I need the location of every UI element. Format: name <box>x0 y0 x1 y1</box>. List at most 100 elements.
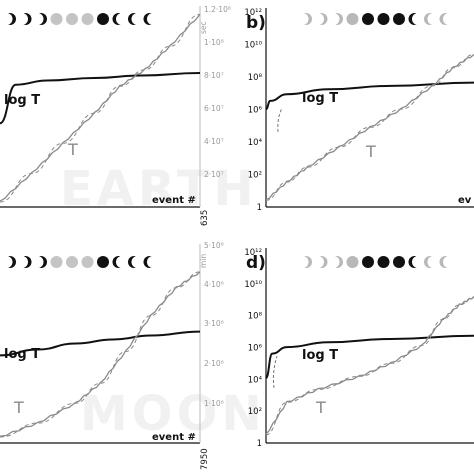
moon-first-quarter-icon <box>327 13 343 25</box>
left-tick-b-5: 10² <box>248 171 262 181</box>
x-end-a: 635 <box>200 210 210 226</box>
left-tick-b-4: 10⁴ <box>248 138 263 148</box>
dashed-start-d <box>272 355 278 389</box>
tick-a-4: 4·10⁷ <box>204 137 224 146</box>
left-tick-d-0: 10¹² <box>244 248 262 258</box>
tick-a-3: 6·10⁷ <box>204 104 224 113</box>
moon-phase-strip-b <box>296 13 455 25</box>
tick-c-3: 2·10⁶ <box>204 359 224 368</box>
moon-phase-strip-a <box>0 13 159 25</box>
moon-waning-gibbous-icon <box>97 256 109 268</box>
moon-waning-crescent-icon <box>143 256 159 268</box>
panel-c: MOON 5·10⁶ 4·10⁶ 3·10⁶ 2·10⁶ 1·10⁶ min e… <box>0 241 266 470</box>
moon-waxing-crescent-icon <box>0 13 16 25</box>
moon-waxing-crescent-icon <box>16 256 32 268</box>
moon-waning-gibbous-icon <box>393 256 405 268</box>
moon-full-icon <box>377 13 390 25</box>
series-t-b <box>265 53 474 201</box>
moon-waning-gibbous-icon <box>97 13 109 25</box>
moon-waxing-gibbous-icon <box>346 256 359 268</box>
x-end-c: 7950 <box>200 448 210 470</box>
series-log-t-c <box>0 330 201 357</box>
moon-first-quarter-icon <box>31 256 47 268</box>
left-ticks-b: 10¹² 10¹⁰ 10⁸ 10⁶ 10⁴ 10² 1 <box>244 8 262 213</box>
moon-first-quarter-icon <box>31 13 47 25</box>
label-t-c: T <box>13 398 24 417</box>
series-log-t-d <box>265 334 474 379</box>
tick-a-1: 1·10⁸ <box>204 38 224 47</box>
moon-waxing-gibbous-icon <box>50 13 63 25</box>
series-t-c <box>0 271 201 437</box>
watermark-moon: MOON <box>80 386 266 442</box>
moon-last-quarter-icon <box>408 13 424 25</box>
left-ticks-d: 10¹² 10¹⁰ 10⁸ 10⁶ 10⁴ 10² 1 <box>244 248 262 449</box>
moon-full-icon <box>81 13 94 25</box>
tick-a-0: 1.2·10⁸ <box>204 5 231 14</box>
panel-b: b) 10¹² 10¹⁰ 10⁸ 10⁶ 10⁴ 10² 1 ev log T T <box>244 8 474 213</box>
left-tick-d-6: 1 <box>257 439 262 449</box>
ylabel-min: min <box>199 254 208 268</box>
series-t-fit-a <box>0 13 201 203</box>
panel-d: d) 10¹² 10¹⁰ 10⁸ 10⁶ 10⁴ 10² 1 log T T <box>244 248 474 449</box>
left-tick-d-4: 10⁴ <box>248 375 263 385</box>
moon-waxing-crescent-icon <box>312 256 328 268</box>
moon-first-quarter-icon <box>327 256 343 268</box>
left-tick-d-1: 10¹⁰ <box>244 280 262 290</box>
series-log-t-b <box>265 81 474 111</box>
dashed-start-b <box>277 107 283 133</box>
moon-waxing-crescent-icon <box>296 256 312 268</box>
tick-a-5: 2·10⁷ <box>204 170 224 179</box>
label-t-d: T <box>315 398 326 417</box>
xlabel-a: event # <box>152 195 196 206</box>
moon-waxing-crescent-icon <box>0 256 16 268</box>
moon-phase-strip-d <box>296 256 455 268</box>
moon-waxing-crescent-icon <box>296 13 312 25</box>
left-tick-b-0: 10¹² <box>244 8 262 18</box>
moon-waning-crescent-icon <box>439 13 455 25</box>
left-tick-b-2: 10⁸ <box>248 73 263 83</box>
moon-waxing-gibbous-icon <box>346 13 359 25</box>
label-t-a: T <box>67 140 78 159</box>
panel-tag-b: b) <box>246 13 266 33</box>
tick-a-2: 8·10⁷ <box>204 71 224 80</box>
moon-full-icon <box>362 13 374 25</box>
left-tick-b-3: 10⁶ <box>248 106 263 116</box>
series-log-t-a <box>0 72 201 125</box>
label-t-b: T <box>365 142 376 161</box>
moon-waning-crescent-icon <box>424 13 440 25</box>
panel-a: EARTH 1.2·10⁸ 1·10⁸ 8·10⁷ 6·10⁷ 4·10⁷ 2·… <box>0 5 258 226</box>
left-tick-d-3: 10⁶ <box>248 344 263 354</box>
moon-waning-crescent-icon <box>439 256 455 268</box>
panel-tag-d: d) <box>246 253 266 273</box>
moon-last-quarter-icon <box>408 256 424 268</box>
moon-full-icon <box>362 256 374 268</box>
ylabel-sec: sec <box>199 21 208 34</box>
watermark-earth: EARTH <box>60 161 258 217</box>
tick-c-1: 4·10⁶ <box>204 280 224 289</box>
moon-waning-crescent-icon <box>424 256 440 268</box>
series-t-fit-b <box>265 53 474 201</box>
moon-full-icon <box>66 256 78 268</box>
tick-c-2: 3·10⁶ <box>204 319 224 328</box>
left-tick-d-2: 10⁸ <box>248 312 263 322</box>
moon-phase-strip-c <box>0 256 159 268</box>
moon-waning-crescent-icon <box>128 256 144 268</box>
moon-last-quarter-icon <box>112 256 128 268</box>
moon-waning-gibbous-icon <box>393 13 405 25</box>
moon-waxing-gibbous-icon <box>50 256 63 268</box>
left-tick-b-1: 10¹⁰ <box>244 41 262 51</box>
series-t-fit-c <box>0 271 201 438</box>
moon-waxing-crescent-icon <box>16 13 32 25</box>
moon-full-icon <box>377 256 390 268</box>
label-log-t-b: log T <box>302 91 338 106</box>
series-t-d <box>265 296 474 435</box>
moon-waning-crescent-icon <box>143 13 159 25</box>
series-t-fit-d <box>265 296 474 436</box>
moon-full-icon <box>81 256 94 268</box>
xlabel-b: ev <box>458 195 472 206</box>
moon-waxing-crescent-icon <box>312 13 328 25</box>
moon-full-icon <box>66 13 78 25</box>
left-tick-b-6: 1 <box>257 203 262 213</box>
xlabel-c: event # <box>152 432 196 443</box>
